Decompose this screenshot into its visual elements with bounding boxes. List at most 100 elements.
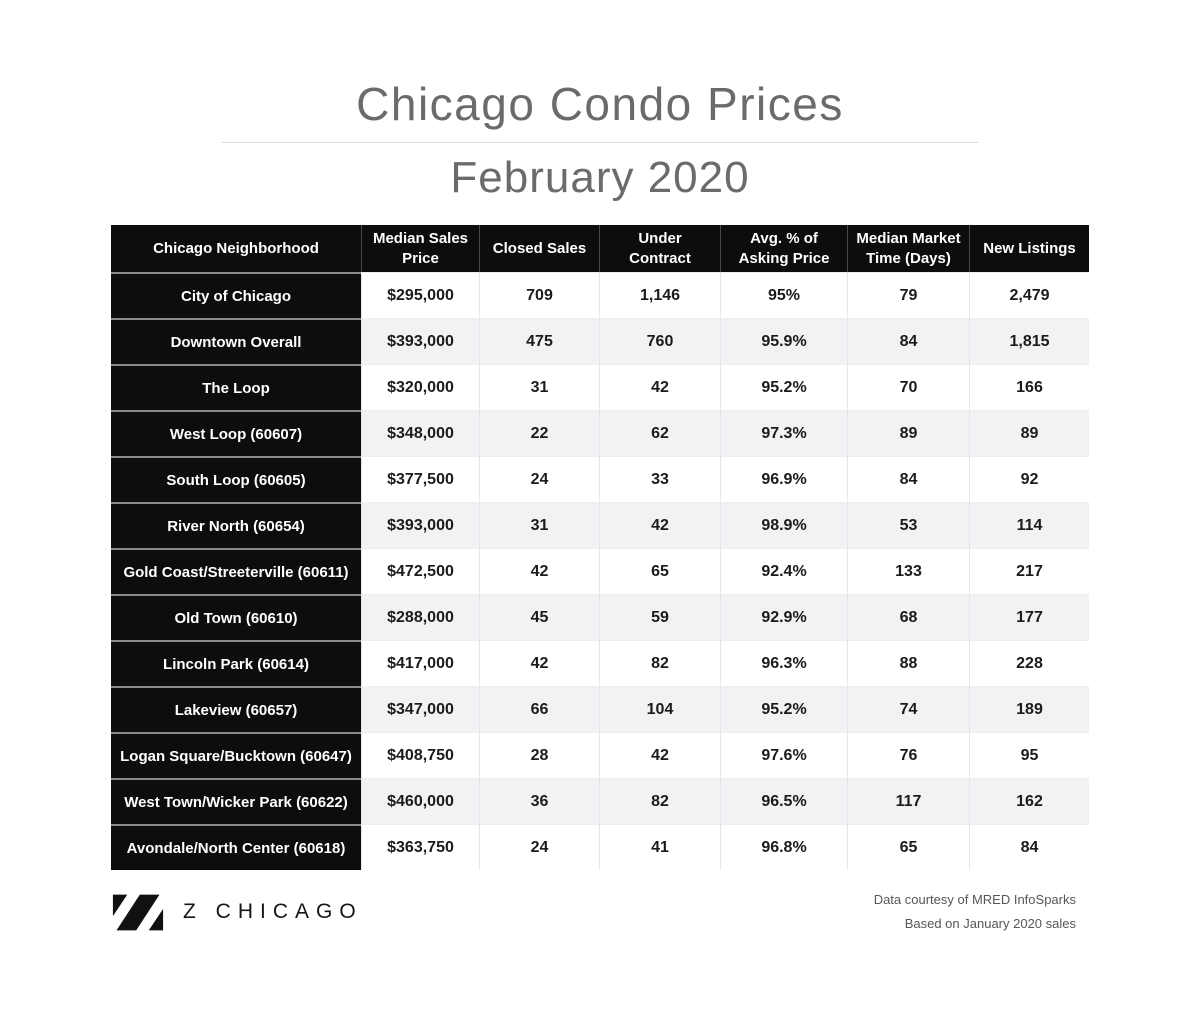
median-sales-price-cell: $472,500 — [361, 548, 479, 595]
z-slash-logo-icon — [112, 894, 164, 931]
attribution-line1: Data courtesy of MRED InfoSparks — [873, 892, 1076, 908]
brand-name: Z CHICAGO — [183, 900, 363, 924]
table-row: Gold Coast/Streeterville (60611) $472,50… — [111, 548, 1089, 595]
attribution-line2: Based on January 2020 sales — [904, 916, 1076, 932]
new-listings-cell: 166 — [969, 364, 1089, 411]
table-row: West Loop (60607) $348,000 22 62 97.3% 8… — [111, 410, 1089, 457]
table-row: South Loop (60605) $377,500 24 33 96.9% … — [111, 456, 1089, 503]
column-header-under-contract: Under Contract — [599, 225, 720, 273]
table-row: Lincoln Park (60614) $417,000 42 82 96.3… — [111, 640, 1089, 687]
neighborhood-cell: Avondale/North Center (60618) — [111, 824, 361, 871]
neighborhood-cell: Lincoln Park (60614) — [111, 640, 361, 687]
avg-pct-asking-price-cell: 95.2% — [720, 686, 847, 733]
median-market-time-cell: 89 — [847, 410, 969, 457]
neighborhood-cell: West Town/Wicker Park (60622) — [111, 778, 361, 825]
median-market-time-cell: 117 — [847, 778, 969, 825]
page-subtitle: February 2020 — [450, 152, 750, 202]
table-row: City of Chicago $295,000 709 1,146 95% 7… — [111, 272, 1089, 319]
closed-sales-cell: 24 — [479, 824, 599, 871]
under-contract-cell: 65 — [599, 548, 720, 595]
table-row: River North (60654) $393,000 31 42 98.9%… — [111, 502, 1089, 549]
neighborhood-cell: South Loop (60605) — [111, 456, 361, 503]
closed-sales-cell: 22 — [479, 410, 599, 457]
title-divider — [222, 141, 978, 143]
neighborhood-cell: Downtown Overall — [111, 318, 361, 365]
neighborhood-cell: West Loop (60607) — [111, 410, 361, 457]
under-contract-cell: 104 — [599, 686, 720, 733]
neighborhood-cell: City of Chicago — [111, 272, 361, 319]
table-row: Avondale/North Center (60618) $363,750 2… — [111, 824, 1089, 871]
median-market-time-cell: 68 — [847, 594, 969, 641]
new-listings-cell: 89 — [969, 410, 1089, 457]
closed-sales-cell: 31 — [479, 502, 599, 549]
closed-sales-cell: 475 — [479, 318, 599, 365]
neighborhood-cell: Old Town (60610) — [111, 594, 361, 641]
median-market-time-cell: 70 — [847, 364, 969, 411]
under-contract-cell: 760 — [599, 318, 720, 365]
median-sales-price-cell: $393,000 — [361, 502, 479, 549]
median-sales-price-cell: $348,000 — [361, 410, 479, 457]
column-header-closed-sales: Closed Sales — [479, 225, 599, 273]
condo-prices-table: Chicago Neighborhood Median Sales Price … — [111, 225, 1089, 871]
median-sales-price-cell: $377,500 — [361, 456, 479, 503]
header-row: Chicago Neighborhood Median Sales Price … — [111, 225, 1089, 273]
median-market-time-cell: 88 — [847, 640, 969, 687]
table-header: Chicago Neighborhood Median Sales Price … — [111, 225, 1089, 273]
table-row: Downtown Overall $393,000 475 760 95.9% … — [111, 318, 1089, 365]
column-header-avg-pct-asking-price: Avg. % of Asking Price — [720, 225, 847, 273]
neighborhood-cell: Logan Square/Bucktown (60647) — [111, 732, 361, 779]
new-listings-cell: 1,815 — [969, 318, 1089, 365]
new-listings-cell: 217 — [969, 548, 1089, 595]
closed-sales-cell: 28 — [479, 732, 599, 779]
avg-pct-asking-price-cell: 92.9% — [720, 594, 847, 641]
new-listings-cell: 177 — [969, 594, 1089, 641]
under-contract-cell: 41 — [599, 824, 720, 871]
closed-sales-cell: 36 — [479, 778, 599, 825]
neighborhood-cell: The Loop — [111, 364, 361, 411]
column-header-median-sales-price: Median Sales Price — [361, 225, 479, 273]
new-listings-cell: 84 — [969, 824, 1089, 871]
under-contract-cell: 42 — [599, 364, 720, 411]
under-contract-cell: 42 — [599, 732, 720, 779]
column-header-new-listings: New Listings — [969, 225, 1089, 273]
new-listings-cell: 114 — [969, 502, 1089, 549]
new-listings-cell: 92 — [969, 456, 1089, 503]
median-sales-price-cell: $417,000 — [361, 640, 479, 687]
under-contract-cell: 82 — [599, 640, 720, 687]
avg-pct-asking-price-cell: 95.9% — [720, 318, 847, 365]
column-header-neighborhood: Chicago Neighborhood — [111, 225, 361, 273]
neighborhood-cell: Lakeview (60657) — [111, 686, 361, 733]
median-sales-price-cell: $363,750 — [361, 824, 479, 871]
under-contract-cell: 1,146 — [599, 272, 720, 319]
avg-pct-asking-price-cell: 96.3% — [720, 640, 847, 687]
median-market-time-cell: 84 — [847, 318, 969, 365]
median-sales-price-cell: $408,750 — [361, 732, 479, 779]
median-market-time-cell: 79 — [847, 272, 969, 319]
closed-sales-cell: 24 — [479, 456, 599, 503]
median-sales-price-cell: $295,000 — [361, 272, 479, 319]
median-sales-price-cell: $288,000 — [361, 594, 479, 641]
median-market-time-cell: 65 — [847, 824, 969, 871]
neighborhood-cell: River North (60654) — [111, 502, 361, 549]
new-listings-cell: 228 — [969, 640, 1089, 687]
under-contract-cell: 42 — [599, 502, 720, 549]
new-listings-cell: 2,479 — [969, 272, 1089, 319]
under-contract-cell: 33 — [599, 456, 720, 503]
closed-sales-cell: 709 — [479, 272, 599, 319]
avg-pct-asking-price-cell: 95% — [720, 272, 847, 319]
table-row: Lakeview (60657) $347,000 66 104 95.2% 7… — [111, 686, 1089, 733]
footer: Z CHICAGO Data courtesy of MRED InfoSpar… — [111, 888, 1089, 936]
under-contract-cell: 62 — [599, 410, 720, 457]
median-sales-price-cell: $320,000 — [361, 364, 479, 411]
closed-sales-cell: 42 — [479, 640, 599, 687]
avg-pct-asking-price-cell: 96.8% — [720, 824, 847, 871]
avg-pct-asking-price-cell: 97.3% — [720, 410, 847, 457]
under-contract-cell: 82 — [599, 778, 720, 825]
table-row: West Town/Wicker Park (60622) $460,000 3… — [111, 778, 1089, 825]
brand: Z CHICAGO — [111, 891, 363, 934]
median-market-time-cell: 74 — [847, 686, 969, 733]
attribution: Data courtesy of MRED InfoSparks Based o… — [874, 888, 1089, 936]
avg-pct-asking-price-cell: 97.6% — [720, 732, 847, 779]
avg-pct-asking-price-cell: 98.9% — [720, 502, 847, 549]
